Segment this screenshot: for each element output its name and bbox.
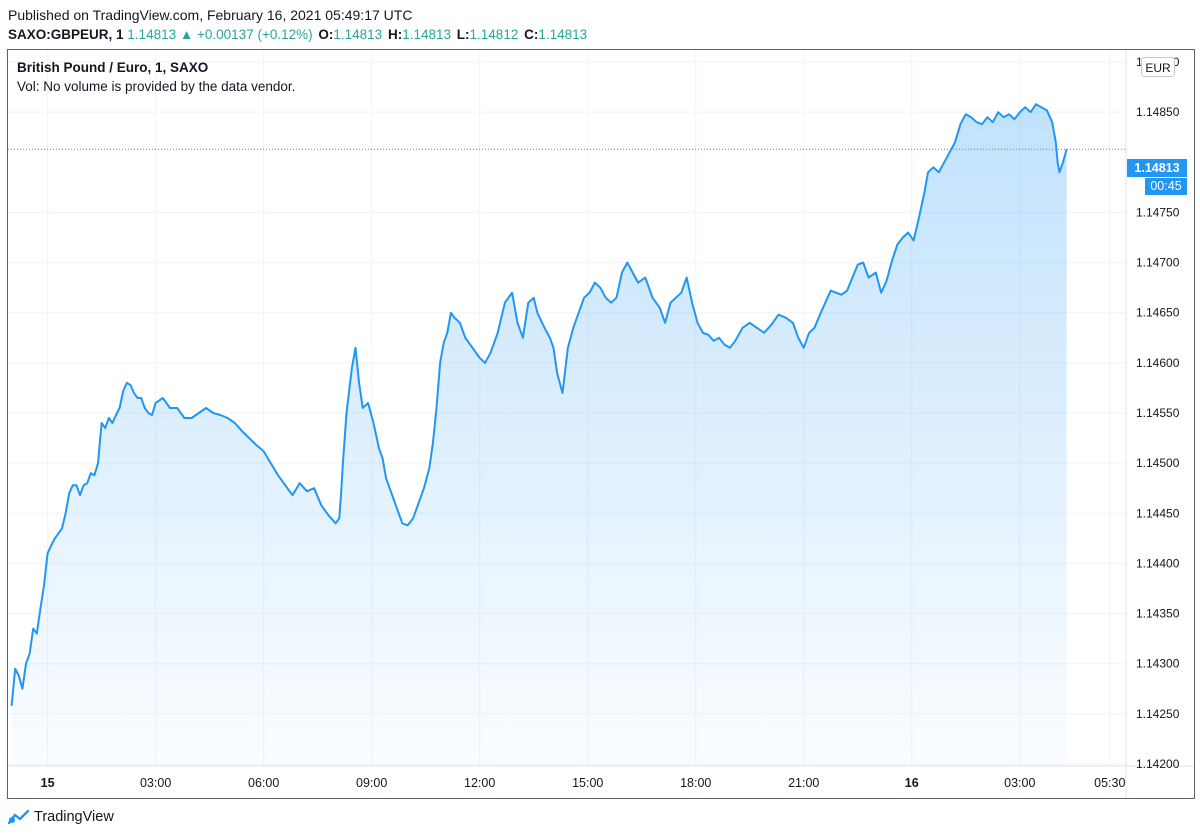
time-axis[interactable]: 15 03:00 06:00 09:00 12:00 15:00 18:00 21:00 16 0… [41,776,1126,790]
low-label: L: [456,27,470,42]
last-price: 1.14813 [127,27,177,42]
y-tick-label: 1.14200 [1136,757,1180,771]
x-tick-label: 05:30 [1094,776,1125,790]
bar-countdown-tag: 00:45 [1145,178,1187,195]
y-tick-label: 1.14600 [1136,356,1180,370]
open-value: 1.14813 [333,27,383,42]
tradingview-brand[interactable]: TradingView [7,809,114,825]
currency-badge[interactable]: EUR [1141,57,1175,77]
low-value: 1.14812 [469,27,519,42]
x-tick-label: 09:00 [356,776,387,790]
legend-title: British Pound / Euro, 1, SAXO [17,60,209,75]
x-tick-label: 06:00 [248,776,279,790]
area-fill-layer [11,104,1067,766]
high-label: H: [387,27,403,42]
x-tick-label: 15 [41,776,55,790]
y-tick-label: 1.14450 [1136,506,1180,520]
series-line [10,103,1068,706]
y-tick-label: 1.14550 [1136,406,1180,420]
x-tick-label: 03:00 [1004,776,1035,790]
y-tick-label: 1.14650 [1136,306,1180,320]
y-tick-label: 1.14750 [1136,205,1180,219]
y-tick-label: 1.14700 [1136,256,1180,270]
y-tick-label: 1.14300 [1136,657,1180,671]
brand-name: TradingView [34,809,114,825]
high-value: 1.14813 [402,27,452,42]
x-tick-label: 03:00 [140,776,171,790]
close-value: 1.14813 [538,27,588,42]
price-change: +0.00137 (+0.12%) [197,27,313,42]
x-tick-label: 16 [905,776,919,790]
price-line-layer [10,103,1068,706]
y-tick-label: 1.14350 [1136,607,1180,621]
x-tick-label: 15:00 [572,776,603,790]
tradingview-logo-icon [7,809,30,825]
y-tick-label: 1.14850 [1136,105,1180,119]
series-area-fill [11,104,1067,766]
x-tick-label: 12:00 [464,776,495,790]
y-tick-label: 1.14500 [1136,456,1180,470]
open-label: O: [318,27,334,42]
published-caption: Published on TradingView.com, February 1… [8,7,413,23]
legend-volume-note: Vol: No volume is provided by the data v… [17,79,296,94]
x-tick-label: 21:00 [788,776,819,790]
quote-line: SAXO:GBPEUR, 1 1.14813 ▲ +0.00137 (+0.12… [8,27,587,42]
y-tick-label: 1.14250 [1136,707,1180,721]
up-arrow-icon: ▲ [179,27,194,42]
last-price-tag: 1.14813 [1127,159,1187,177]
symbol-label: SAXO:GBPEUR, 1 [8,27,124,42]
close-label: C: [524,27,539,42]
y-tick-label: 1.14400 [1136,556,1180,570]
x-tick-label: 18:00 [680,776,711,790]
